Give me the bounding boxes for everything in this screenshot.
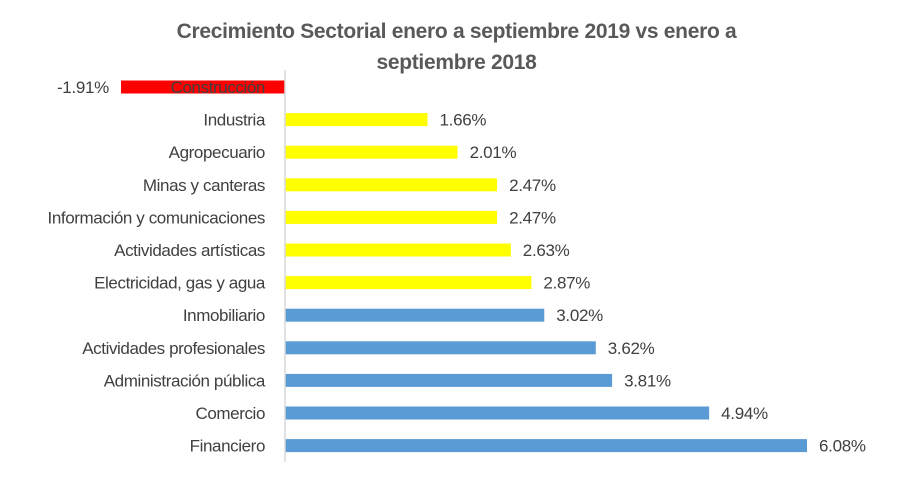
bar <box>285 178 498 192</box>
category-label: Industria <box>203 111 266 130</box>
data-label: 3.81% <box>624 371 671 390</box>
data-label: 2.87% <box>543 274 590 293</box>
data-label: 3.02% <box>556 306 603 325</box>
category-label: Agropecuario <box>169 143 265 162</box>
category-label: Minas y canteras <box>143 176 265 195</box>
category-label: Inmobiliario <box>183 306 265 325</box>
chart-title: Crecimiento Sectorial enero a septiembre… <box>0 16 913 78</box>
category-label: Actividades profesionales <box>82 339 265 358</box>
data-label: 3.62% <box>608 339 655 358</box>
bar <box>285 276 532 290</box>
category-label: Construcción <box>171 78 265 97</box>
data-label: 2.47% <box>509 208 556 227</box>
category-label: Información y comunicaciones <box>48 208 265 227</box>
data-label: 6.08% <box>819 437 866 456</box>
data-label: 4.94% <box>721 404 768 423</box>
bar <box>285 341 596 355</box>
data-label: 2.01% <box>470 143 517 162</box>
category-label: Actividades artísticas <box>114 241 265 260</box>
bar <box>121 80 285 94</box>
category-label: Comercio <box>195 404 265 423</box>
bar <box>285 243 511 257</box>
bar <box>285 373 613 387</box>
category-label: Financiero <box>190 437 265 456</box>
category-label: Administración pública <box>104 371 266 390</box>
bar <box>285 439 807 453</box>
chart-title-line-2: septiembre 2018 <box>376 51 537 74</box>
chart-title-line-1: Crecimiento Sectorial enero a septiembre… <box>176 20 737 43</box>
data-label: -1.91% <box>57 78 109 97</box>
bar <box>285 113 428 127</box>
bar <box>285 145 458 159</box>
bar <box>285 210 498 224</box>
data-label: 2.63% <box>523 241 570 260</box>
data-label: 2.47% <box>509 176 556 195</box>
data-label: 1.66% <box>440 111 487 130</box>
bar <box>285 308 545 322</box>
category-label: Electricidad, gas y agua <box>94 274 266 293</box>
bar <box>285 406 710 420</box>
